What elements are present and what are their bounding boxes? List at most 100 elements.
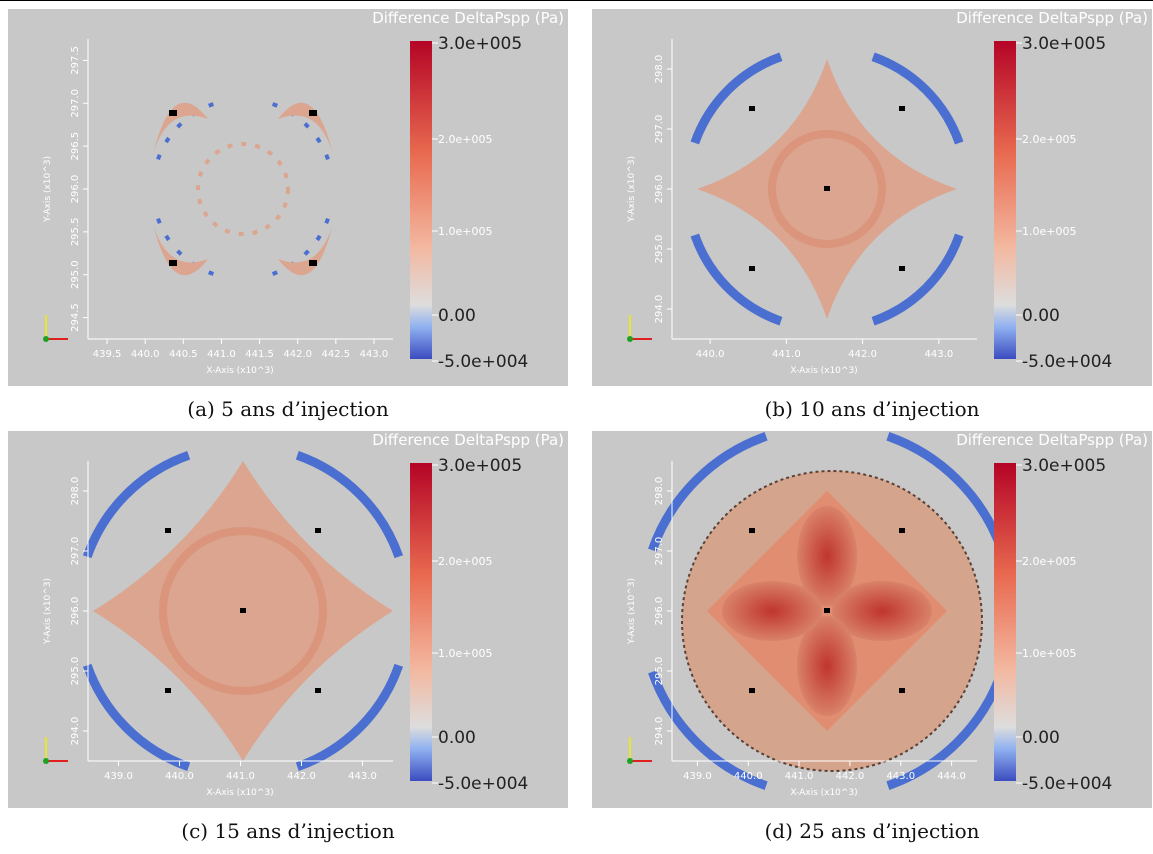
y-tick-label: 294.0 bbox=[70, 717, 81, 746]
axes-glyph bbox=[43, 758, 49, 764]
x-tick-label: 442.5 bbox=[321, 349, 350, 360]
x-tick-label: 442.0 bbox=[848, 349, 877, 360]
well bbox=[899, 266, 905, 271]
well bbox=[169, 260, 177, 266]
pressure-front bbox=[295, 663, 404, 772]
y-tick-label: 294.5 bbox=[70, 303, 81, 332]
panel: 439.0 440.0 441.0 442.0 443.0 444.0 294.0 295.0… bbox=[592, 431, 1152, 808]
panel: 440.0 441.0 442.0 443.0 294.0 295.0 296.0 297.0… bbox=[592, 9, 1152, 386]
caption: (d) 25 ans d’injection bbox=[764, 819, 980, 843]
axes-glyph bbox=[43, 336, 49, 342]
plume bbox=[278, 224, 333, 276]
pressure-front bbox=[690, 233, 783, 326]
pressure-front bbox=[886, 670, 1006, 790]
colorbar-label: 2.0e+005 bbox=[438, 555, 492, 568]
pressure-front bbox=[871, 52, 964, 145]
pressure-front bbox=[871, 233, 964, 326]
y-tick-label: 297.0 bbox=[654, 115, 665, 144]
ring bbox=[196, 142, 290, 236]
y-tick-label: 297.0 bbox=[70, 89, 81, 118]
colorbar-title: Difference DeltaPspp (Pa) bbox=[372, 9, 564, 27]
colorbar-label: -5.0e+004 bbox=[438, 352, 528, 372]
lobe bbox=[797, 506, 857, 606]
x-axis-label: X-Axis (x10^3) bbox=[790, 788, 857, 798]
y-tick-label: 297.0 bbox=[654, 537, 665, 566]
lobe bbox=[722, 581, 822, 641]
pressure-front bbox=[690, 52, 783, 145]
colorbar-label: 0.00 bbox=[1022, 728, 1060, 748]
panel: 439.0 440.0 441.0 442.0 443.0 294.0 295.0 296.0… bbox=[8, 431, 568, 808]
x-tick-label: 441.0 bbox=[772, 349, 801, 360]
y-axis-label: Y-Axis (x10^3) bbox=[627, 156, 637, 223]
well bbox=[749, 266, 755, 271]
y-tick-label: 296.0 bbox=[70, 175, 81, 204]
colorbar-title: Difference DeltaPspp (Pa) bbox=[372, 431, 564, 449]
panel-image: 440.0 441.0 442.0 443.0 294.0 295.0 296.0 297.0… bbox=[627, 9, 1148, 376]
colorbar bbox=[994, 41, 1016, 359]
well bbox=[824, 608, 830, 613]
plume bbox=[278, 102, 333, 154]
y-tick-label: 295.5 bbox=[70, 218, 81, 247]
colorbar-label: -5.0e+004 bbox=[1022, 774, 1112, 794]
colorbar-label: 3.0e+005 bbox=[438, 456, 522, 476]
x-tick-label: 441.5 bbox=[245, 349, 274, 360]
x-tick-label: 441.0 bbox=[226, 771, 255, 782]
well bbox=[749, 688, 755, 693]
x-tick-label: 440.5 bbox=[169, 349, 198, 360]
x-tick-label: 443.0 bbox=[360, 349, 389, 360]
pressure-front bbox=[271, 217, 330, 276]
colorbar-label: 2.0e+005 bbox=[1022, 555, 1076, 568]
x-tick-label: 443.0 bbox=[925, 349, 954, 360]
x-tick-label: 439.5 bbox=[93, 349, 122, 360]
well bbox=[899, 528, 905, 533]
lobe bbox=[832, 581, 932, 641]
colorbar-label: 3.0e+005 bbox=[1022, 34, 1106, 54]
pressure-front bbox=[648, 670, 768, 790]
colorbar-title: Difference DeltaPspp (Pa) bbox=[956, 431, 1148, 449]
y-tick-label: 295.0 bbox=[70, 260, 81, 289]
x-tick-label: 444.0 bbox=[937, 771, 966, 782]
x-tick-label: 441.0 bbox=[785, 771, 814, 782]
x-tick-label: 442.0 bbox=[836, 771, 865, 782]
y-tick-label: 295.0 bbox=[654, 657, 665, 686]
colorbar-label: 1.0e+005 bbox=[1022, 225, 1076, 238]
x-tick-label: 440.0 bbox=[734, 771, 763, 782]
plume bbox=[153, 224, 208, 276]
colorbar-label: 0.00 bbox=[438, 306, 476, 326]
inner-front bbox=[159, 527, 327, 695]
well bbox=[749, 106, 755, 111]
y-tick-label: 296.0 bbox=[654, 175, 665, 204]
pressure-front bbox=[156, 217, 215, 276]
lobe bbox=[797, 616, 857, 716]
axes-glyph bbox=[627, 336, 633, 342]
inner-front bbox=[768, 130, 886, 248]
x-tick-label: 443.0 bbox=[886, 771, 915, 782]
axes-glyph bbox=[627, 758, 633, 764]
caption: (c) 15 ans d’injection bbox=[181, 819, 395, 843]
y-tick-label: 295.0 bbox=[654, 235, 665, 264]
y-tick-label: 298.0 bbox=[70, 477, 81, 506]
y-tick-label: 298.0 bbox=[654, 477, 665, 506]
x-tick-label: 442.0 bbox=[283, 349, 312, 360]
y-tick-label: 294.0 bbox=[654, 717, 665, 746]
well bbox=[899, 106, 905, 111]
colorbar-label: 1.0e+005 bbox=[438, 225, 492, 238]
colorbar-label: 1.0e+005 bbox=[1022, 647, 1076, 660]
colorbar-label: 0.00 bbox=[438, 728, 476, 748]
y-tick-label: 298.0 bbox=[654, 55, 665, 84]
panel-image: 439.5 440.0 440.5 441.0 441.5 442.0 442.5 443.0… bbox=[43, 9, 564, 376]
colorbar bbox=[410, 463, 432, 781]
x-tick-label: 442.0 bbox=[287, 771, 316, 782]
y-tick-label: 296.5 bbox=[70, 132, 81, 161]
colorbar-label: 1.0e+005 bbox=[438, 647, 492, 660]
panel-image: 439.0 440.0 441.0 442.0 443.0 444.0 294.0 295.0… bbox=[627, 431, 1148, 798]
x-tick-label: 443.0 bbox=[348, 771, 377, 782]
y-tick-label: 296.0 bbox=[70, 597, 81, 626]
colorbar-title: Difference DeltaPspp (Pa) bbox=[956, 9, 1148, 27]
x-tick-label: 440.0 bbox=[165, 771, 194, 782]
well bbox=[899, 688, 905, 693]
colorbar bbox=[410, 41, 432, 359]
y-axis-label: Y-Axis (x10^3) bbox=[43, 156, 53, 223]
pressure-front bbox=[156, 102, 215, 161]
colorbar-label: 2.0e+005 bbox=[1022, 133, 1076, 146]
